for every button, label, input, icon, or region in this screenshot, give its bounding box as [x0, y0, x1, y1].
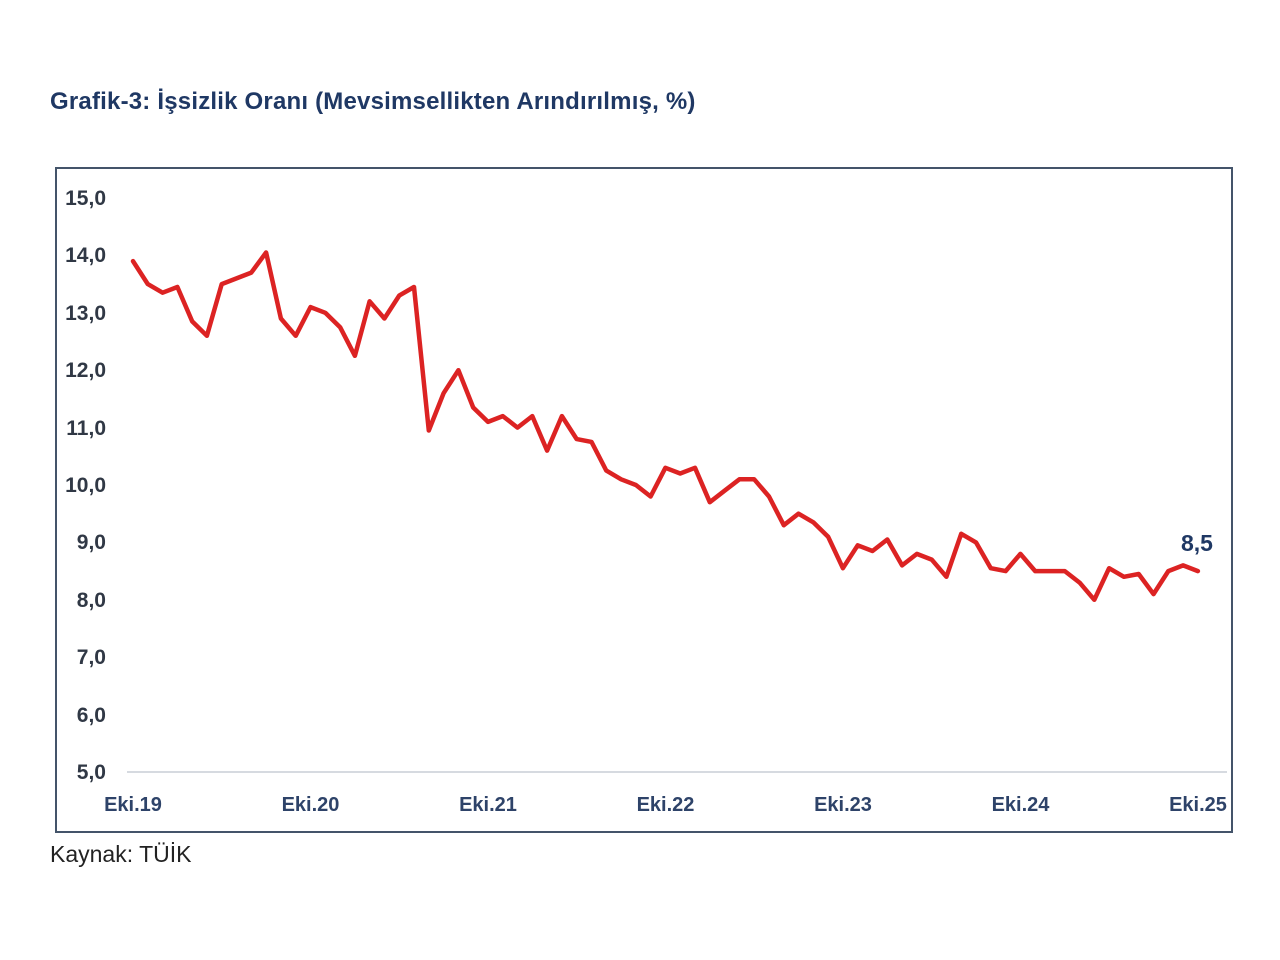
y-tick: 12,0 [65, 359, 106, 382]
chart-plot-frame: 15,0 14,0 13,0 12,0 11,0 10,0 9,0 8,0 7,… [55, 167, 1233, 833]
x-tick: Eki.19 [104, 794, 162, 816]
y-tick: 7,0 [77, 646, 106, 669]
y-tick: 15,0 [65, 187, 106, 210]
y-tick: 14,0 [65, 244, 106, 267]
y-tick: 11,0 [66, 417, 106, 440]
y-tick: 9,0 [77, 531, 106, 554]
x-tick: Eki.22 [637, 794, 695, 816]
x-tick: Eki.24 [992, 794, 1051, 816]
x-tick: Eki.23 [814, 794, 872, 816]
y-tick: 5,0 [77, 761, 106, 784]
x-tick: Eki.21 [459, 794, 517, 816]
y-tick: 13,0 [65, 302, 106, 325]
chart-title: Grafik-3: İşsizlik Oranı (Mevsimsellikte… [50, 88, 696, 115]
x-tick: Eki.25 [1169, 794, 1227, 816]
x-tick: Eki.20 [282, 794, 340, 816]
y-tick: 8,0 [77, 589, 106, 612]
x-axis-tick-labels: Eki.19 Eki.20 Eki.21 Eki.22 Eki.23 Eki.2… [104, 794, 1227, 816]
y-axis-tick-labels: 15,0 14,0 13,0 12,0 11,0 10,0 9,0 8,0 7,… [65, 187, 106, 784]
unemployment-rate-line [130, 250, 1201, 603]
last-value-label: 8,5 [1181, 530, 1213, 556]
y-tick: 10,0 [65, 474, 106, 497]
line-chart: 15,0 14,0 13,0 12,0 11,0 10,0 9,0 8,0 7,… [65, 187, 1227, 816]
y-tick: 6,0 [77, 704, 106, 727]
source-note: Kaynak: TÜİK [50, 841, 192, 867]
